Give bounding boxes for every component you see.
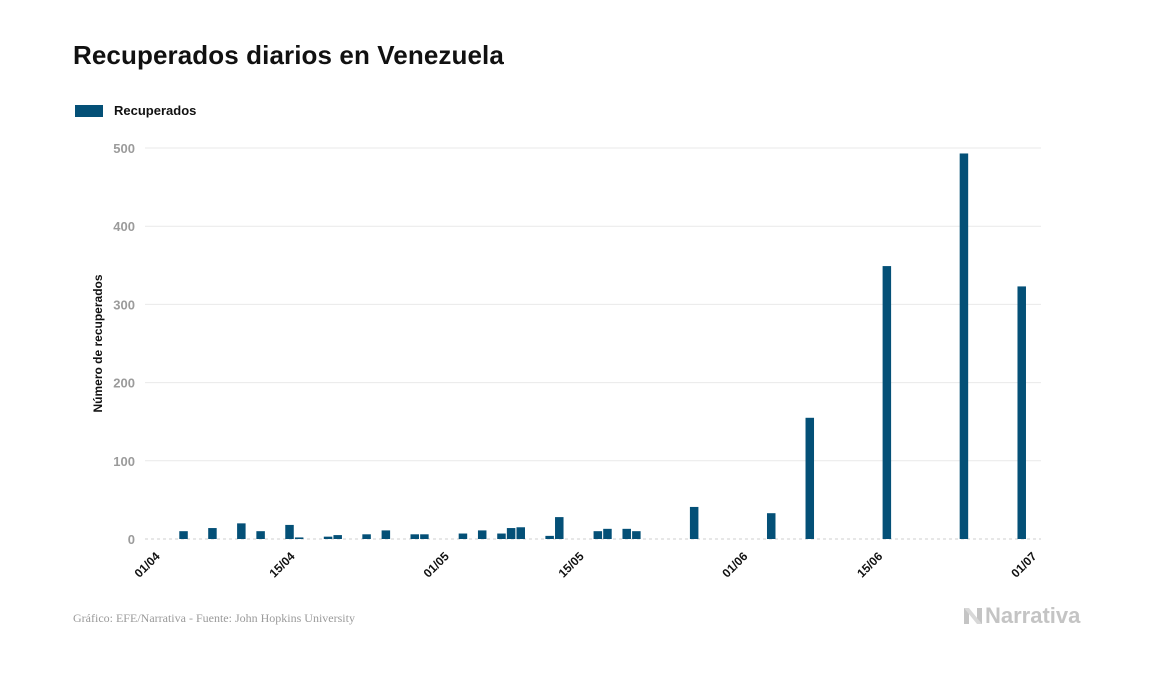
x-tick-label: 01/07: [1008, 549, 1039, 580]
bar: [208, 528, 217, 539]
bar: [882, 266, 892, 539]
x-tick-label: 15/06: [854, 549, 885, 580]
legend: Recuperados: [75, 103, 196, 118]
bar: [256, 531, 265, 539]
chart-title: Recuperados diarios en Venezuela: [73, 40, 504, 70]
bar: [959, 153, 969, 539]
narrativa-logo-icon: [964, 608, 982, 624]
x-tick-label: 01/04: [132, 549, 163, 580]
x-tick-label: 01/06: [719, 549, 750, 580]
logo-text: Narrativa: [985, 603, 1081, 628]
bar: [420, 534, 429, 539]
bar: [622, 528, 631, 539]
y-tick-label: 300: [113, 297, 135, 312]
bar: [1017, 286, 1026, 539]
bar: [179, 531, 188, 539]
y-tick-label: 400: [113, 219, 135, 234]
bar: [632, 531, 641, 539]
bar: [766, 513, 776, 539]
bar: [237, 523, 246, 539]
bar: [477, 530, 487, 539]
y-tick-label: 200: [113, 376, 135, 391]
y-axis-title: Número de recuperados: [91, 274, 105, 412]
bar: [362, 534, 371, 539]
x-tick-label: 15/04: [267, 549, 298, 580]
bar: [410, 534, 420, 539]
y-tick-label: 0: [128, 532, 135, 547]
y-tick-label: 500: [113, 141, 135, 156]
bar: [285, 524, 294, 539]
x-tick-label: 01/05: [421, 549, 452, 580]
narrativa-logo: Narrativa: [963, 603, 1080, 629]
bar: [805, 417, 815, 539]
bar: [555, 517, 564, 539]
source-credit: Gráfico: EFE/Narrativa - Fuente: John Ho…: [73, 611, 355, 625]
legend-swatch: [75, 104, 103, 117]
bar: [506, 528, 516, 539]
y-tick-label: 100: [113, 454, 135, 469]
bar: [458, 533, 468, 539]
x-tick-label: 15/05: [556, 549, 587, 580]
bar: [381, 530, 391, 539]
bar: [333, 535, 342, 539]
bar: [323, 536, 333, 539]
legend-label: Recuperados: [114, 103, 197, 118]
bar: [593, 531, 603, 539]
bar: [603, 528, 612, 539]
bar: [545, 535, 554, 539]
bar: [294, 537, 304, 539]
bar: [689, 506, 699, 539]
bar: [497, 533, 506, 539]
bar: [516, 527, 525, 539]
